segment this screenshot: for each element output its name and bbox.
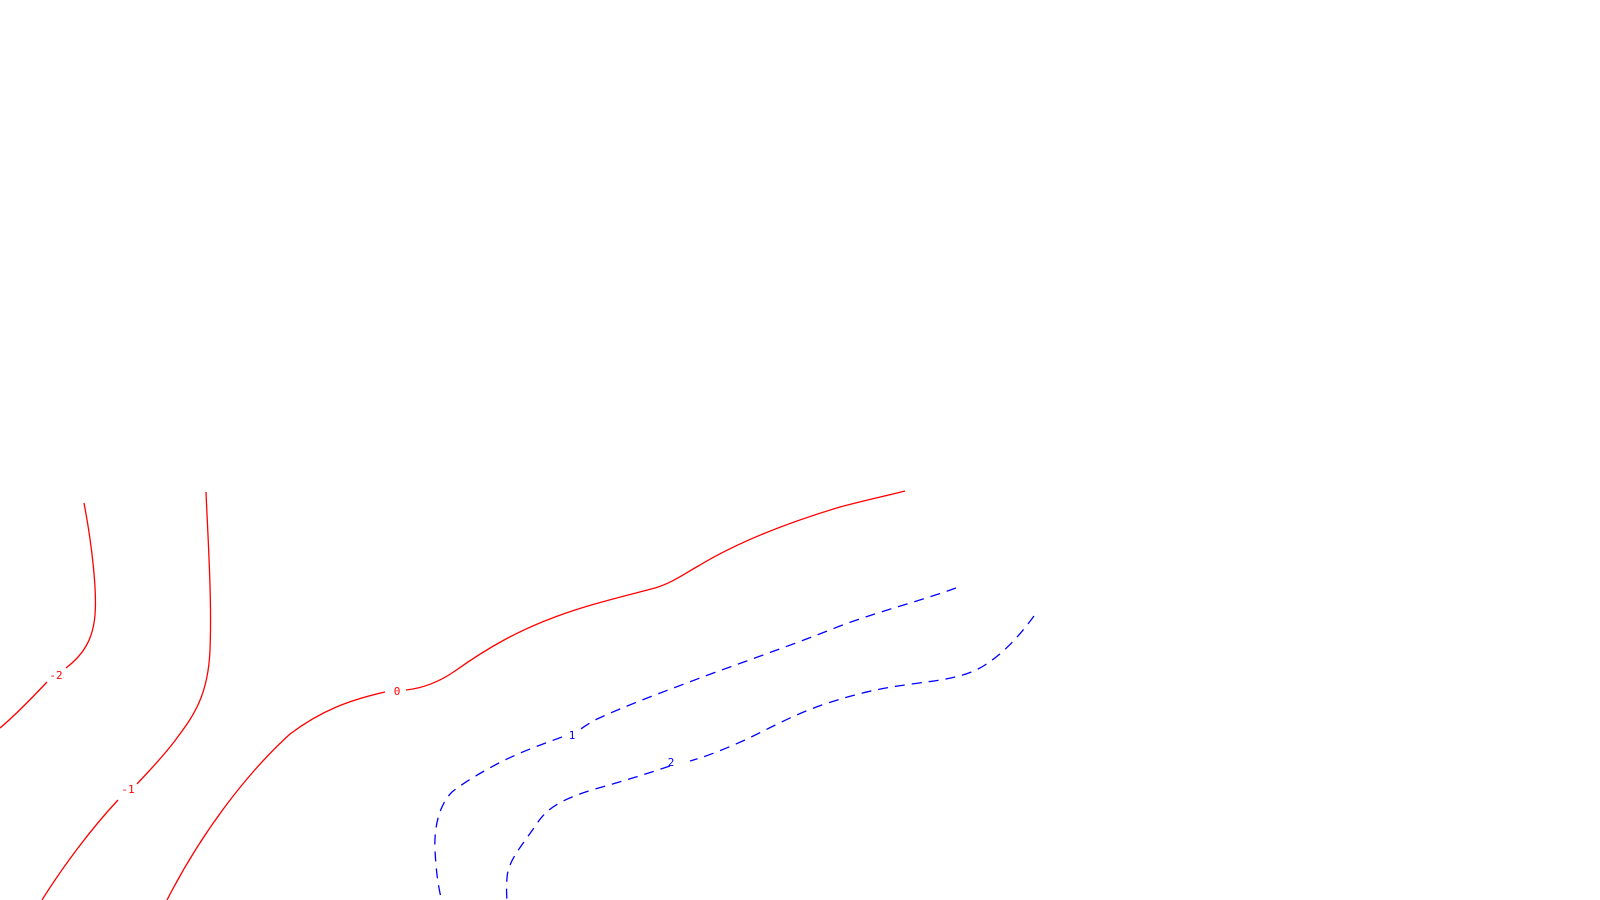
contour-line-plus-2 (505, 615, 1035, 900)
contour-group-minus-1: -1 (41, 491, 212, 900)
contour-label-zero: 0 (394, 685, 401, 698)
contour-group-minus-2: -2 (0, 502, 97, 729)
contour-label-minus-2: -2 (49, 669, 62, 682)
contour-group-zero: 0 (166, 490, 906, 900)
contour-label-plus-1: 1 (569, 729, 576, 742)
contour-line-minus-2 (0, 502, 97, 729)
contour-line-plus-1 (434, 587, 957, 900)
contour-line-zero (166, 490, 906, 900)
contour-group-plus-2: 2 (505, 615, 1035, 900)
contour-group-plus-1: 1 (434, 587, 957, 900)
contour-label-plus-2: 2 (668, 756, 675, 769)
contour-line-minus-1 (41, 491, 212, 900)
contour-label-minus-1: -1 (121, 783, 134, 796)
